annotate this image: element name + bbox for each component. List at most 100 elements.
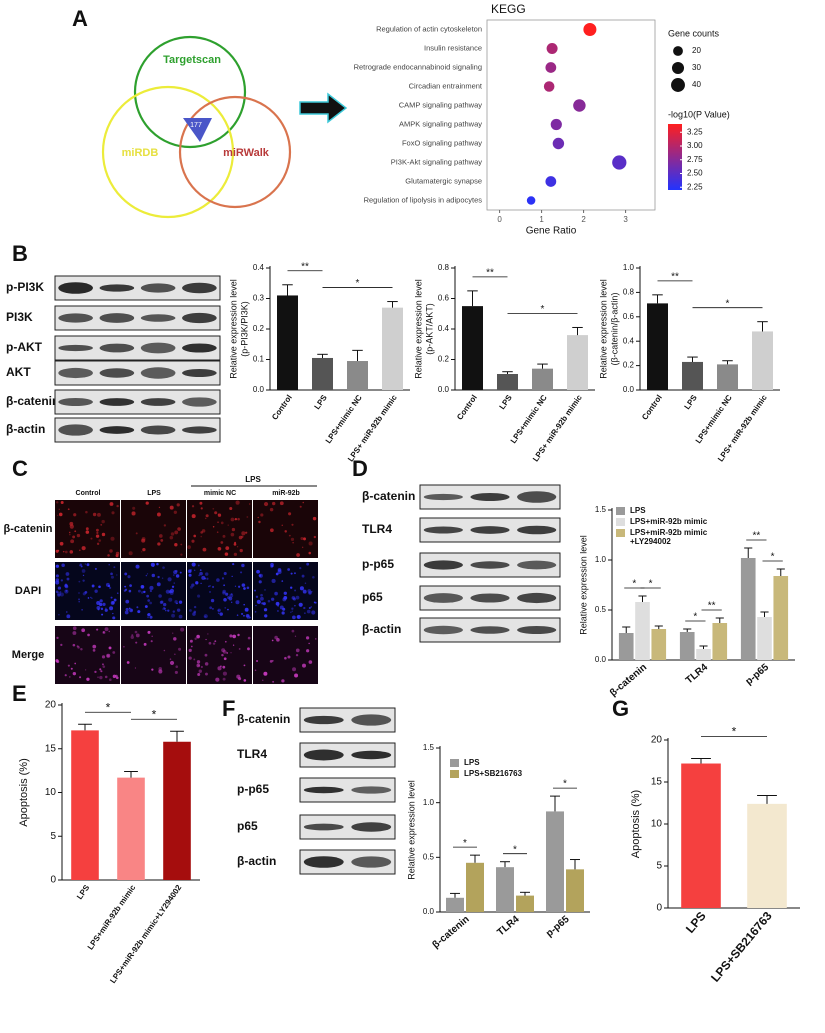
cell-signal — [194, 569, 196, 571]
cell-signal — [72, 626, 77, 631]
bubble — [550, 118, 562, 131]
column-label: Control — [76, 490, 101, 497]
cell-signal — [230, 652, 232, 654]
y-tick-label: 0.2 — [438, 355, 450, 364]
cell-signal — [115, 676, 119, 680]
cell-signal — [81, 609, 83, 611]
cell-signal — [224, 552, 229, 556]
y-axis-label: Relative expression level — [598, 279, 608, 379]
y-axis-label: (β-catenin/β-actin) — [609, 293, 619, 366]
cell-signal — [72, 631, 77, 635]
cell-signal — [308, 551, 312, 555]
cell-signal — [137, 589, 141, 593]
legend-swatch — [450, 759, 459, 767]
cell-signal — [188, 656, 192, 660]
cell-signal — [79, 564, 81, 567]
blot-band — [470, 526, 510, 534]
y-tick-label: 0.2 — [623, 361, 635, 370]
significance-label: * — [541, 304, 545, 315]
cell-signal — [173, 574, 175, 576]
y-tick-label: 1.0 — [623, 263, 635, 272]
cell-signal — [275, 601, 280, 606]
cell-signal — [314, 601, 317, 604]
cell-signal — [85, 669, 87, 671]
y-tick-label: 10 — [45, 787, 57, 798]
category-label: PI3K-Akt signaling pathway — [391, 157, 483, 166]
cell-signal — [205, 638, 207, 641]
x-tick-label: 0 — [497, 215, 502, 224]
cell-signal — [147, 616, 150, 619]
cell-signal — [143, 590, 146, 594]
cell-signal — [159, 534, 163, 538]
y-tick-label: 15 — [45, 743, 57, 754]
cell-signal — [308, 606, 311, 610]
cell-signal — [174, 653, 176, 656]
micrograph — [121, 626, 186, 684]
cell-signal — [241, 535, 244, 538]
cell-signal — [233, 543, 237, 546]
y-tick-label: 0.3 — [253, 294, 265, 303]
cell-signal — [189, 639, 193, 643]
cell-signal — [69, 531, 71, 534]
y-axis-label: Apoptosis (%) — [630, 790, 642, 858]
cell-signal — [112, 651, 116, 654]
cell-signal — [84, 563, 87, 565]
cell-signal — [224, 640, 227, 643]
cell-signal — [116, 504, 119, 508]
bar — [347, 361, 368, 390]
blot-band — [423, 560, 463, 570]
cell-signal — [290, 537, 295, 541]
cell-signal — [212, 585, 215, 589]
cell-signal — [173, 510, 178, 514]
bar — [466, 862, 484, 912]
cell-signal — [79, 549, 81, 552]
legend-swatch — [616, 507, 625, 515]
cell-signal — [193, 605, 197, 609]
cell-signal — [277, 610, 279, 612]
cell-signal — [308, 541, 313, 546]
cell-signal — [281, 611, 285, 615]
cell-signal — [296, 553, 300, 557]
category-label: Circadian entrainment — [409, 81, 483, 90]
cell-signal — [193, 658, 196, 661]
cell-signal — [204, 577, 207, 580]
venn-circle — [101, 85, 235, 219]
cell-signal — [167, 577, 172, 582]
cell-signal — [204, 653, 208, 657]
cell-signal — [303, 606, 306, 610]
cell-signal — [167, 609, 170, 612]
column-label: miR-92b — [272, 490, 300, 497]
cell-signal — [190, 645, 193, 648]
cell-signal — [73, 513, 77, 517]
cell-signal — [104, 627, 109, 632]
cell-signal — [217, 521, 219, 524]
cell-signal — [66, 577, 70, 581]
blot-label: TLR4 — [237, 747, 267, 761]
cell-signal — [157, 575, 160, 579]
cell-signal — [207, 633, 209, 635]
cell-signal — [113, 598, 117, 602]
x-tick-label: TLR4 — [684, 662, 711, 687]
cell-signal — [163, 524, 167, 527]
cell-signal — [136, 606, 139, 609]
blot-band — [182, 312, 217, 324]
cell-signal — [257, 516, 259, 519]
cell-signal — [236, 674, 241, 679]
cell-signal — [156, 562, 159, 566]
cell-signal — [220, 541, 224, 544]
y-tick-label: 0.1 — [253, 355, 265, 364]
cell-signal — [291, 523, 294, 526]
color-tick-label: 2.25 — [687, 182, 703, 191]
cell-signal — [96, 601, 101, 606]
x-tick-label: 3 — [623, 215, 628, 224]
bar — [566, 869, 584, 912]
cell-signal — [175, 665, 179, 668]
cell-signal — [171, 613, 175, 618]
cell-signal — [180, 627, 185, 632]
cell-signal — [195, 581, 199, 585]
category-label: Regulation of actin cytoskeleton — [376, 24, 482, 33]
panel-label: G — [612, 696, 629, 721]
panel-label: B — [12, 241, 28, 266]
y-tick-label: 0.5 — [595, 605, 607, 614]
x-tick-label: p-p65 — [744, 662, 772, 688]
